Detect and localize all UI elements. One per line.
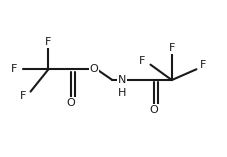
- Text: O: O: [150, 105, 158, 115]
- Text: F: F: [169, 43, 175, 53]
- Text: F: F: [45, 37, 52, 47]
- Text: O: O: [90, 64, 98, 74]
- Text: F: F: [11, 64, 17, 74]
- Text: F: F: [20, 91, 27, 101]
- Text: H: H: [118, 88, 126, 98]
- Text: F: F: [200, 60, 206, 70]
- Text: F: F: [139, 56, 145, 66]
- Text: O: O: [67, 98, 75, 108]
- Text: N: N: [118, 75, 126, 85]
